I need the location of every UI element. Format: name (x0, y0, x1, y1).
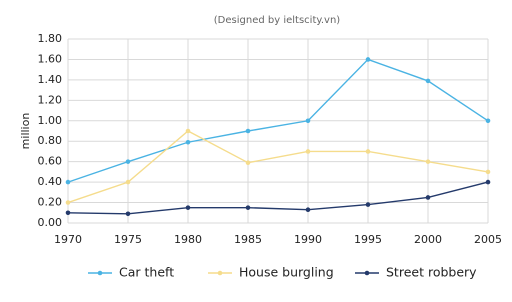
legend-label: Street robbery (386, 265, 477, 280)
legend-marker (97, 270, 103, 276)
point (485, 179, 491, 185)
series-line (67, 58, 489, 183)
series-line (67, 130, 489, 204)
chart-subtitle: (Designed by ieltscity.vn) (214, 15, 341, 26)
point (65, 179, 71, 185)
point (365, 202, 371, 207)
y-tick-label: 0.00 (38, 216, 63, 229)
x-tick-label: 2005 (474, 233, 502, 246)
y-tick-label: 0.60 (38, 155, 63, 168)
x-tick-label: 1990 (294, 233, 322, 246)
y-tick-label: 1.40 (38, 73, 63, 86)
y-tick-label: 1.00 (38, 114, 63, 127)
point (125, 159, 131, 164)
x-tick-label: 2000 (414, 233, 442, 246)
point (425, 195, 431, 200)
y-tick-label: 0.20 (38, 196, 63, 209)
point (245, 160, 251, 165)
x-tick-label: 1975 (114, 233, 142, 246)
x-tick-label: 1970 (54, 233, 82, 246)
point (305, 149, 311, 154)
y-tick-label: 0.40 (38, 175, 63, 188)
point (305, 118, 311, 124)
x-tick-label: 1985 (234, 233, 262, 246)
y-tick-label: 1.60 (38, 52, 63, 65)
point (245, 205, 251, 210)
legend-marker (217, 270, 223, 276)
point (125, 211, 131, 217)
point (485, 118, 491, 124)
point (185, 139, 191, 145)
legend-label: Car theft (119, 265, 174, 280)
point (365, 57, 371, 62)
y-tick-label: 1.20 (38, 93, 63, 106)
point (185, 205, 191, 210)
point (65, 200, 71, 205)
point (65, 210, 71, 216)
point (425, 78, 431, 84)
x-tick-label: 1980 (174, 233, 202, 246)
y-tick-label: 0.80 (38, 134, 63, 147)
legend-marker (364, 270, 370, 276)
point (425, 159, 431, 164)
point (185, 128, 191, 134)
series-line (67, 181, 489, 215)
point (365, 149, 371, 154)
x-tick-label: 1995 (354, 233, 382, 246)
point (485, 169, 491, 175)
point (305, 207, 311, 213)
y-tick-label: 1.80 (38, 32, 63, 45)
point (125, 179, 131, 185)
y-axis-label: million (19, 113, 32, 150)
legend-label: House burgling (239, 265, 334, 280)
point (245, 128, 251, 134)
